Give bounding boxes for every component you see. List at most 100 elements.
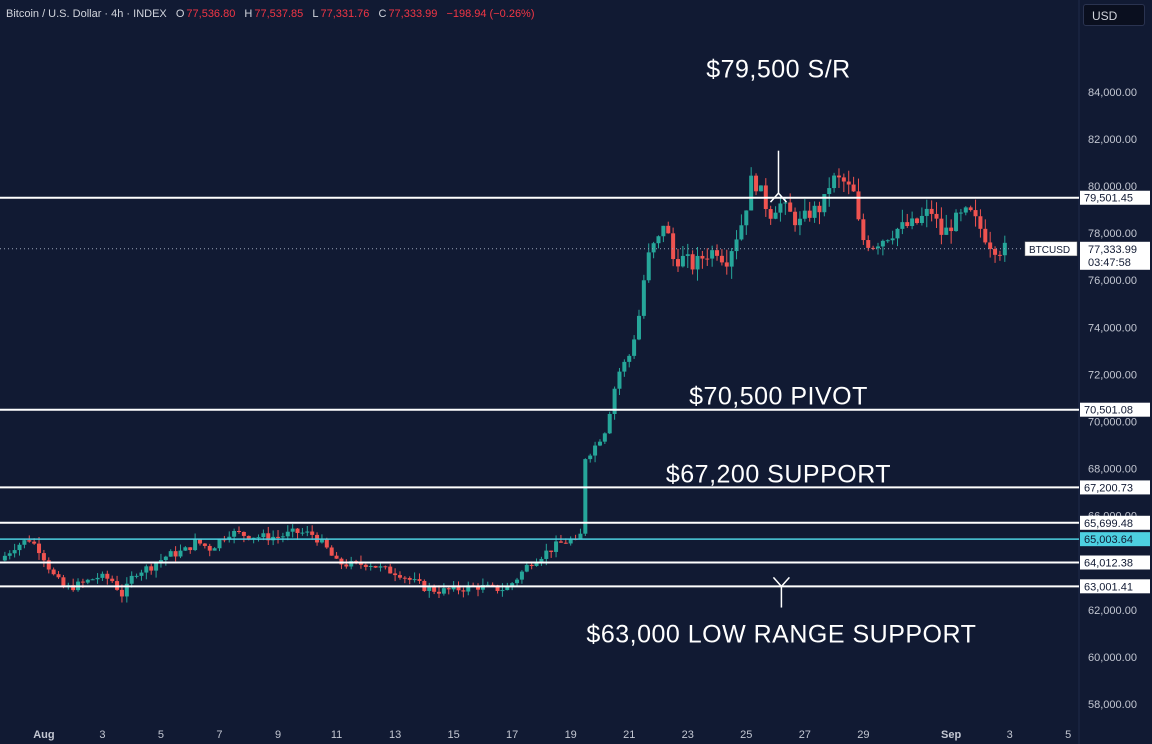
x-tick-label: 9 <box>275 729 281 741</box>
level-tag-label: 64,012.38 <box>1084 558 1133 570</box>
candle-body <box>217 539 222 549</box>
candle-body <box>149 566 154 571</box>
candle-body <box>758 185 763 192</box>
countdown-timer: 03:47:58 <box>1088 257 1131 269</box>
candle-body <box>402 577 407 579</box>
candle-body <box>788 202 793 212</box>
candle-body <box>329 547 334 556</box>
level-tag-label: 63,001.41 <box>1084 581 1133 593</box>
candle-body <box>378 566 383 568</box>
candle-body <box>95 577 100 580</box>
candle-body <box>193 539 198 551</box>
level-tag-label: 67,200.73 <box>1084 482 1133 494</box>
candle-body <box>232 530 237 537</box>
candle-body <box>666 225 671 234</box>
candle-body <box>915 218 920 224</box>
candle-body <box>12 550 17 554</box>
candle-body <box>334 555 339 559</box>
candle-body <box>919 215 924 224</box>
candle-body <box>617 371 622 389</box>
currency-button[interactable]: USD <box>1083 4 1145 26</box>
candle-body <box>812 205 817 218</box>
level-tag-label: 79,501.45 <box>1084 193 1133 205</box>
candle-body <box>832 175 837 189</box>
candle-body <box>997 254 1002 256</box>
annotation-arrow-head <box>772 576 790 588</box>
candle-body <box>900 222 905 229</box>
candle-body <box>671 233 676 260</box>
candle-body <box>558 541 563 543</box>
x-tick-label: 7 <box>216 729 222 741</box>
candle-body <box>905 222 910 227</box>
candle-body <box>807 210 812 218</box>
y-tick-label: 62,000.00 <box>1088 605 1137 617</box>
candle-body <box>695 255 700 270</box>
x-tick-label: 3 <box>99 729 105 741</box>
candle-body <box>778 203 783 213</box>
x-tick-label: 3 <box>1007 729 1013 741</box>
x-tick-label: 29 <box>857 729 869 741</box>
candle-body <box>963 207 968 213</box>
candle-body <box>7 553 12 556</box>
candle-body <box>851 184 856 192</box>
level-tag-bg <box>1080 555 1150 570</box>
candle-body <box>685 254 690 256</box>
candle-body <box>656 236 661 244</box>
candle-body <box>144 566 149 573</box>
candle-body <box>178 550 183 557</box>
candle-body <box>802 210 807 219</box>
candle-body <box>119 589 124 597</box>
candle-body <box>373 565 378 568</box>
candle-body <box>124 583 129 597</box>
candle-body <box>661 225 666 237</box>
candle-body <box>134 575 139 577</box>
level-tag-bg <box>1080 190 1150 205</box>
candle-body <box>910 218 915 227</box>
symbol-tag-bg <box>1024 241 1078 257</box>
candle-body <box>441 588 446 594</box>
candle-body <box>924 208 929 216</box>
candle-body <box>241 531 246 536</box>
candle-body <box>554 541 559 552</box>
candle-body <box>783 202 788 204</box>
candle-body <box>646 252 651 281</box>
candle-body <box>319 538 324 543</box>
candle-body <box>524 564 529 572</box>
candle-body <box>958 212 963 214</box>
candle-body <box>22 540 27 545</box>
change-value: −198.94 (−0.26%) <box>446 8 535 20</box>
candle-body <box>324 538 329 548</box>
candle-body <box>768 209 773 219</box>
candle-body <box>407 578 412 580</box>
candle-body <box>773 212 778 219</box>
candle-body <box>46 560 51 570</box>
candle-body <box>890 238 895 241</box>
candle-body <box>17 544 22 551</box>
candle-body <box>183 547 188 551</box>
x-tick-label: 11 <box>331 729 342 741</box>
candle-body <box>583 459 588 534</box>
candle-body <box>715 250 720 256</box>
y-tick-label: 80,000.00 <box>1088 181 1137 193</box>
candle-body <box>388 566 393 574</box>
candle-body <box>397 575 402 578</box>
candle-body <box>32 541 37 544</box>
close-value: 77,333.99 <box>388 8 438 20</box>
candle-body <box>895 228 900 239</box>
candle-body <box>588 455 593 460</box>
candle-body <box>461 590 466 592</box>
candle-body <box>549 550 554 552</box>
candle-body <box>2 555 7 561</box>
candle-body <box>846 181 851 185</box>
symbol-tag: BTCUSD <box>1029 245 1070 256</box>
candle-body <box>544 550 549 559</box>
last-price-tag-bg <box>1080 241 1150 270</box>
candle-body <box>539 558 544 563</box>
annotation-label: $70,500 PIVOT <box>689 383 868 411</box>
candle-body <box>290 528 295 532</box>
y-tick-label: 76,000.00 <box>1088 275 1137 287</box>
x-tick-label: 13 <box>389 729 401 741</box>
candle-body <box>622 361 627 372</box>
candle-body <box>734 239 739 252</box>
